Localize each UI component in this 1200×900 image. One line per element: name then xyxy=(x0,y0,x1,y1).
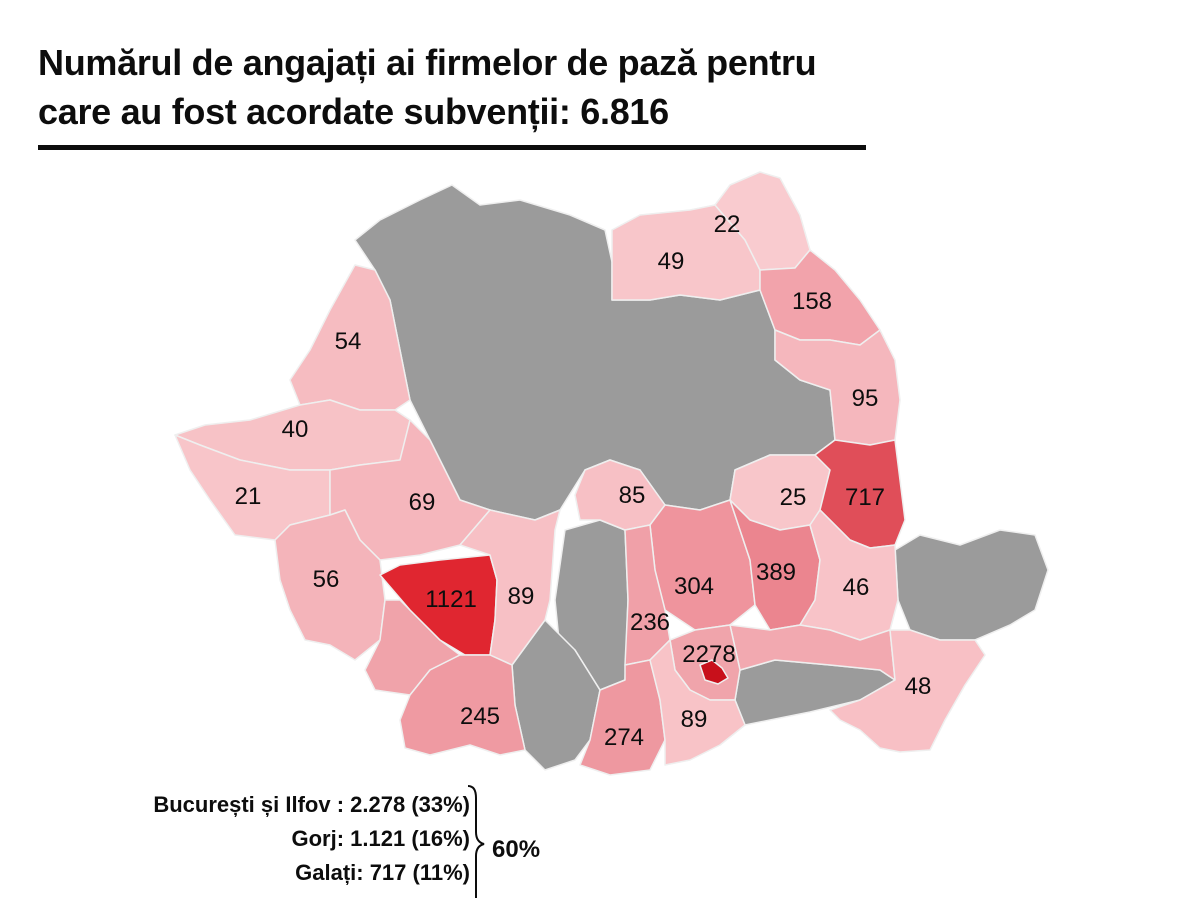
region-245 xyxy=(399,654,526,756)
summary-row-galati: Galați: 717 (11%) xyxy=(295,860,470,885)
label-56: 56 xyxy=(313,566,340,593)
summary-list: București și Ilfov : 2.278 (33%) Gorj: 1… xyxy=(0,788,470,890)
label-46: 46 xyxy=(843,574,870,601)
label-69: 69 xyxy=(409,489,436,516)
label-717: 717 xyxy=(845,484,885,511)
label-85: 85 xyxy=(619,482,646,509)
label-158: 158 xyxy=(792,288,832,315)
label-21: 21 xyxy=(235,483,262,510)
label-40: 40 xyxy=(282,416,309,443)
label-89-valcea: 89 xyxy=(508,583,535,610)
label-54: 54 xyxy=(335,328,362,355)
total-percentage: 60% xyxy=(492,836,541,863)
title-line-2: care au fost acordate subvenții: 6.816 xyxy=(38,91,669,132)
region-717 xyxy=(814,439,906,549)
summary-row-gorj: Gorj: 1.121 (16%) xyxy=(291,826,470,851)
label-89-giurgiu: 89 xyxy=(681,706,708,733)
region-89-giurgiu xyxy=(649,639,746,766)
label-22: 22 xyxy=(714,211,741,238)
label-245: 245 xyxy=(460,703,500,730)
label-389: 389 xyxy=(756,559,796,586)
region-22 xyxy=(714,171,811,271)
label-49: 49 xyxy=(658,248,685,275)
summary-row-bucuresti: București și Ilfov : 2.278 (33%) xyxy=(153,792,470,817)
label-236: 236 xyxy=(630,609,670,636)
romania-map: 54 40 21 69 56 1121 89 245 85 22 49 158 … xyxy=(0,160,1200,780)
region-no-data-tulcea xyxy=(894,529,1049,641)
chart-title: Numărul de angajați ai firmelor de pază … xyxy=(38,38,938,136)
label-25: 25 xyxy=(780,484,807,511)
region-48 xyxy=(829,629,986,753)
label-48: 48 xyxy=(905,673,932,700)
label-1121: 1121 xyxy=(425,586,477,613)
title-line-1: Numărul de angajați ai firmelor de pază … xyxy=(38,42,817,83)
label-274: 274 xyxy=(604,724,644,751)
title-underline xyxy=(38,145,866,150)
curly-brace-icon xyxy=(467,785,485,898)
region-2278-bucuresti xyxy=(699,659,729,685)
label-95: 95 xyxy=(852,385,879,412)
label-2278: 2278 xyxy=(682,641,735,668)
label-304: 304 xyxy=(674,573,714,600)
